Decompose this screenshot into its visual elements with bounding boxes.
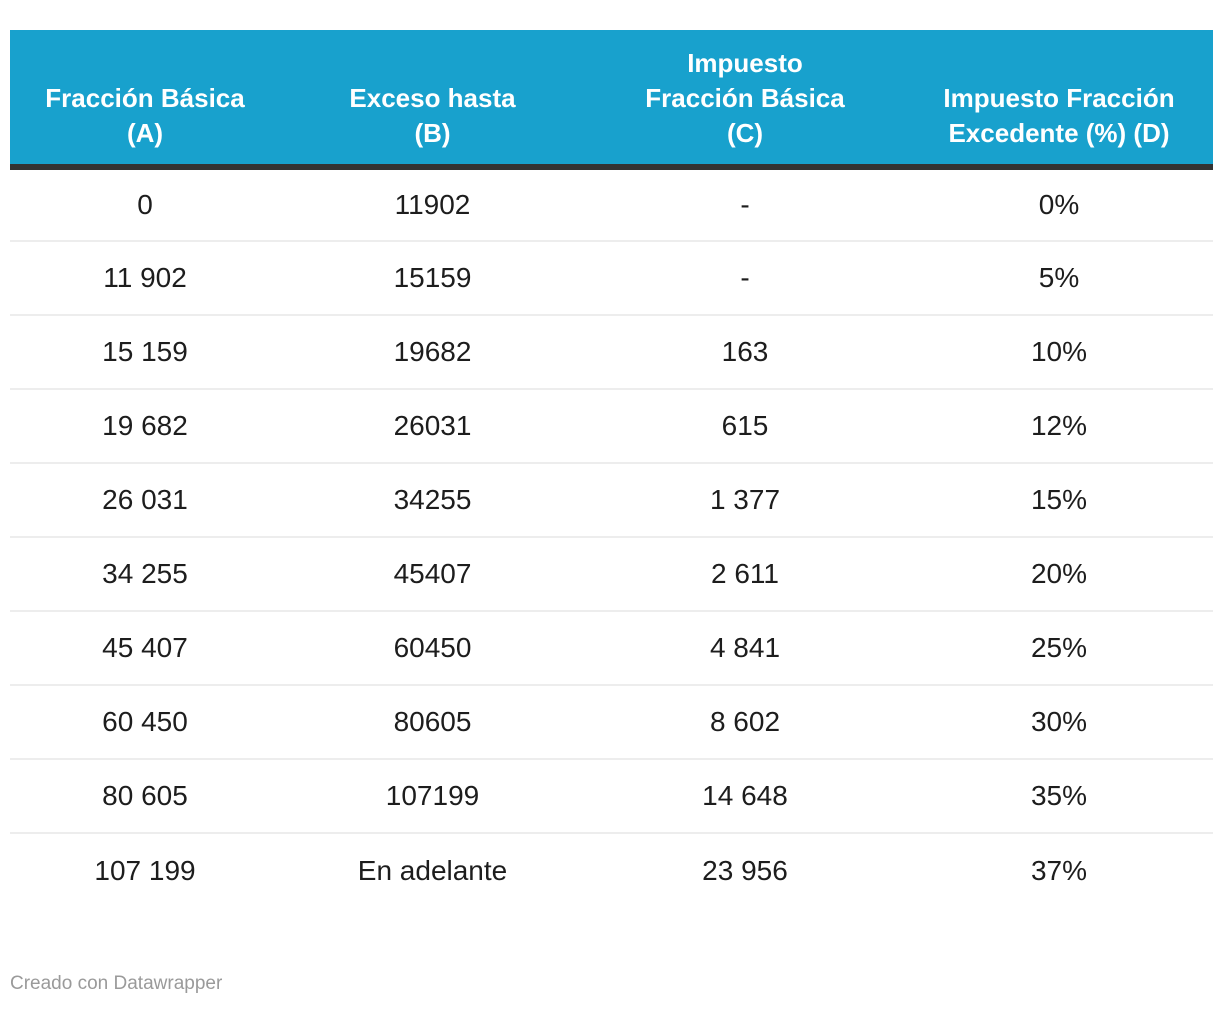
cell-exceso-hasta: 26031 bbox=[280, 388, 585, 463]
cell-impuesto-fraccion-excedente: 15% bbox=[905, 462, 1213, 537]
cell-exceso-hasta: 34255 bbox=[280, 462, 585, 537]
table-row: 26 031 34255 1 377 15% bbox=[10, 462, 1213, 537]
cell-exceso-hasta: 19682 bbox=[280, 314, 585, 389]
cell-fraccion-basica: 80 605 bbox=[10, 758, 280, 833]
cell-fraccion-basica: 11 902 bbox=[10, 240, 280, 315]
table-row: 80 605 107199 14 648 35% bbox=[10, 758, 1213, 833]
cell-fraccion-basica: 19 682 bbox=[10, 388, 280, 463]
cell-exceso-hasta: 11902 bbox=[394, 189, 471, 220]
cell-impuesto-fraccion-excedente: 10% bbox=[905, 314, 1213, 389]
cell-exceso-hasta: 45407 bbox=[280, 536, 585, 611]
table-row: 34 255 45407 2 611 20% bbox=[10, 536, 1213, 611]
header-cell-exceso-hasta: Exceso hasta (B) bbox=[280, 30, 585, 170]
table-row: 19 682 26031 615 12% bbox=[10, 388, 1213, 463]
cell-impuesto-fraccion-excedente: 35% bbox=[905, 758, 1213, 833]
cell-impuesto-fraccion-excedente: 25% bbox=[905, 610, 1213, 685]
cell-impuesto-fraccion-basica: 163 bbox=[585, 314, 905, 389]
cell-impuesto-fraccion-basica: 1 377 bbox=[585, 462, 905, 537]
table-row: 0 11902 - 0% bbox=[10, 167, 1213, 241]
cell-fraccion-basica: 0 bbox=[137, 189, 153, 220]
table-header: Fracción Básica (A) Exceso hasta (B) Impuest… bbox=[10, 30, 1213, 170]
tax-brackets-table: Fracción Básica (A) Exceso hasta (B) Impuest… bbox=[10, 30, 1213, 907]
cell-impuesto-fraccion-basica: 4 841 bbox=[585, 610, 905, 685]
cell-exceso-hasta: 60450 bbox=[280, 610, 585, 685]
cell-fraccion-basica: 34 255 bbox=[10, 536, 280, 611]
header-row: Fracción Básica (A) Exceso hasta (B) Impuest… bbox=[10, 30, 1213, 170]
cell-exceso-hasta: 80605 bbox=[280, 684, 585, 759]
cell-impuesto-fraccion-basica: 2 611 bbox=[585, 536, 905, 611]
cell-exceso-hasta: 107199 bbox=[280, 758, 585, 833]
datawrapper-credit: Creado con Datawrapper bbox=[10, 973, 223, 994]
cell-impuesto-fraccion-excedente: 0% bbox=[1038, 189, 1080, 220]
cell-fraccion-basica: 15 159 bbox=[10, 314, 280, 389]
table-row: 45 407 60450 4 841 25% bbox=[10, 610, 1213, 685]
cell-impuesto-fraccion-basica: - bbox=[740, 189, 750, 220]
table-row: 60 450 80605 8 602 30% bbox=[10, 684, 1213, 759]
cell-impuesto-fraccion-excedente: 12% bbox=[905, 388, 1213, 463]
table-row: 107 199 En adelante 23 956 37% bbox=[10, 832, 1213, 907]
cell-impuesto-fraccion-excedente: 20% bbox=[905, 536, 1213, 611]
cell-exceso-hasta: En adelante bbox=[280, 832, 585, 907]
cell-impuesto-fraccion-basica: - bbox=[585, 240, 905, 315]
cell-impuesto-fraccion-excedente: 5% bbox=[905, 240, 1213, 315]
cell-impuesto-fraccion-excedente: 30% bbox=[905, 684, 1213, 759]
cell-impuesto-fraccion-basica: 14 648 bbox=[585, 758, 905, 833]
cell-fraccion-basica: 107 199 bbox=[10, 832, 280, 907]
table-body: 0 11902-0% 11 902 15159-5% 15 159 19682 163 10%… bbox=[10, 167, 1213, 907]
cell-impuesto-fraccion-basica: 8 602 bbox=[585, 684, 905, 759]
cell-fraccion-basica: 45 407 bbox=[10, 610, 280, 685]
cell-impuesto-fraccion-basica: 615 bbox=[585, 388, 905, 463]
cell-exceso-hasta: 15159 bbox=[280, 240, 585, 315]
cell-impuesto-fraccion-basica: 23 956 bbox=[585, 832, 905, 907]
table-row: 15 159 19682 163 10% bbox=[10, 314, 1213, 389]
header-cell-impuesto-fraccion-excedente: Impuesto Fracción Excedente (%) (D) bbox=[905, 30, 1213, 170]
cell-fraccion-basica: 26 031 bbox=[10, 462, 280, 537]
cell-impuesto-fraccion-excedente: 37% bbox=[905, 832, 1213, 907]
datawrapper-table-page: Fracción Básica (A) Exceso hasta (B) Impuest… bbox=[0, 30, 1220, 1018]
header-cell-impuesto-fraccion-basica: Impuesto Fracción Básica (C) bbox=[585, 30, 905, 170]
table-row: 11 902 15159-5% bbox=[10, 240, 1213, 315]
cell-fraccion-basica: 60 450 bbox=[10, 684, 280, 759]
header-cell-fraccion-basica: Fracción Básica (A) bbox=[10, 30, 280, 170]
